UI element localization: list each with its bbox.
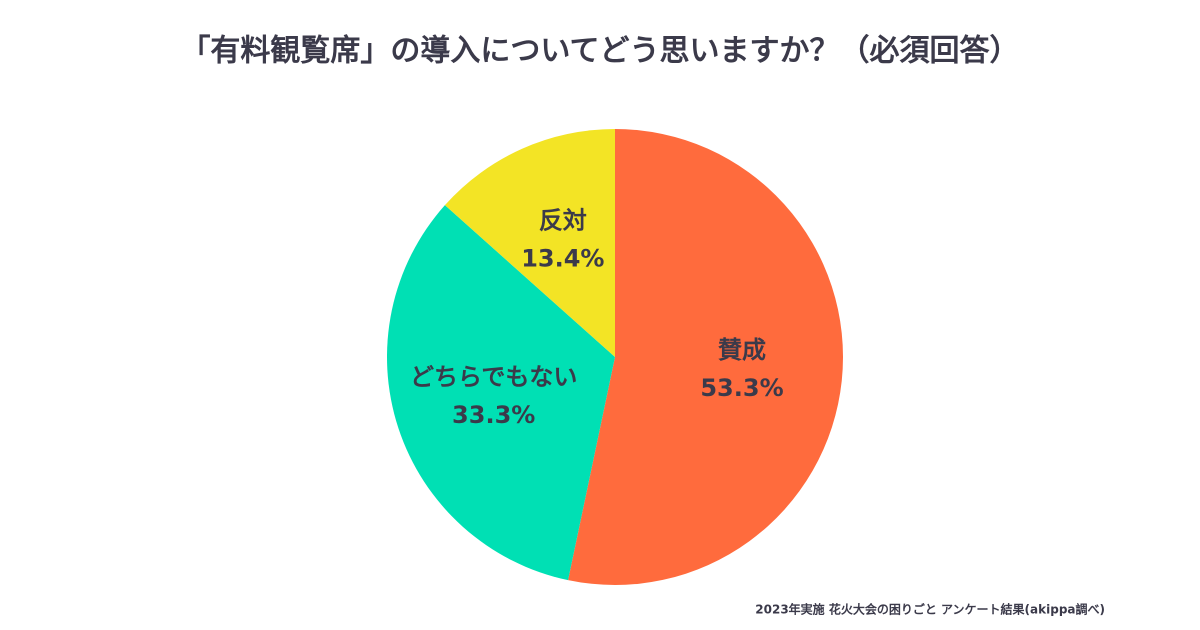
pie-slice [568,129,844,586]
pie [386,129,844,586]
pie-slice [386,205,615,581]
slice-category-label: 反対 [539,206,587,234]
slice-value-label: 53.3% [700,374,783,402]
slice-category-label: 賛成 [718,336,766,364]
source-note: 2023年実施 花火大会の困りごと アンケート結果(akippa調べ) [755,602,1105,617]
chart-title: 「有料観覧席」の導入についてどう思いますか？（必須回答） [180,34,1019,69]
pie-slice [444,129,615,357]
slice-value-label: 13.4% [521,244,604,272]
slice-value-label: 33.3% [452,401,535,429]
slice-category-label: どちらでもない [410,363,577,391]
labels: 賛成 53.3% どちらでもない 33.3% 反対 13.4% [410,206,784,428]
